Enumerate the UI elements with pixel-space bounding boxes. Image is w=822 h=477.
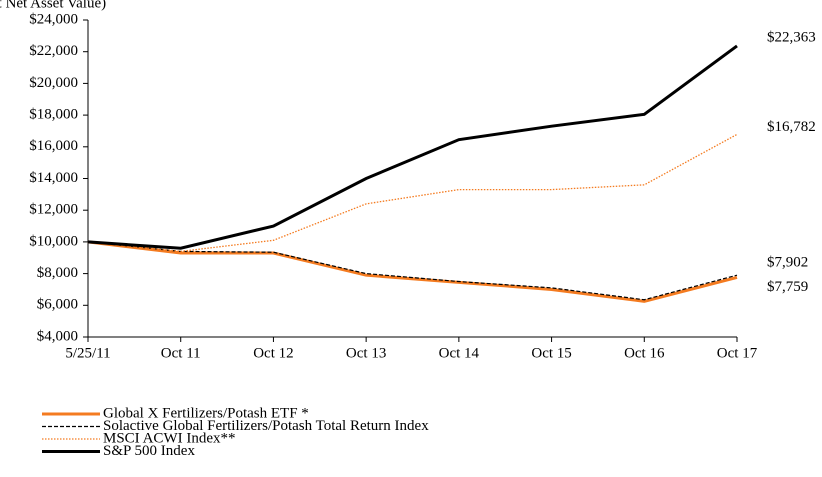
y-tick-label: $14,000 [29, 170, 78, 186]
x-tick-label: Oct 17 [717, 345, 758, 361]
y-tick-label: $18,000 [29, 107, 78, 123]
end-value-label: $16,782 [767, 119, 816, 135]
y-tick-label: $8,000 [37, 265, 78, 281]
legend-label: Global X Fertilizers/Potash ETF * [103, 405, 309, 421]
y-tick-label: $22,000 [29, 43, 78, 59]
series-line [87, 44, 738, 250]
x-tick-label: Oct 15 [531, 345, 571, 361]
x-tick-label: Oct 13 [346, 345, 386, 361]
y-tick-label: $10,000 [29, 233, 78, 249]
y-tick-label: $16,000 [29, 138, 78, 154]
legend-label: S&P 500 Index [103, 443, 195, 459]
chart-subtitle: (at Net Asset Value) [0, 0, 106, 11]
end-value-label: $22,363 [767, 29, 816, 45]
y-tick-label: $24,000 [29, 11, 78, 27]
x-tick-label: Oct 14 [439, 345, 480, 361]
series-line [87, 133, 738, 253]
legend-label: Solactive Global Fertilizers/Potash Tota… [103, 418, 429, 434]
y-tick-label: $12,000 [29, 202, 78, 218]
x-tick-label: Oct 12 [253, 345, 293, 361]
series-line [87, 240, 738, 303]
y-tick-label: $20,000 [29, 75, 78, 91]
x-tick-label: Oct 11 [161, 345, 201, 361]
series-line [87, 241, 738, 301]
legend-label: MSCI ACWI Index** [103, 430, 236, 446]
y-tick-label: $6,000 [37, 297, 78, 313]
end-value-label: $7,902 [767, 255, 808, 271]
x-tick-label: Oct 16 [624, 345, 665, 361]
end-value-label: $7,759 [767, 279, 808, 295]
y-tick-label: $4,000 [37, 328, 78, 344]
x-tick-label: 5/25/11 [65, 345, 110, 361]
